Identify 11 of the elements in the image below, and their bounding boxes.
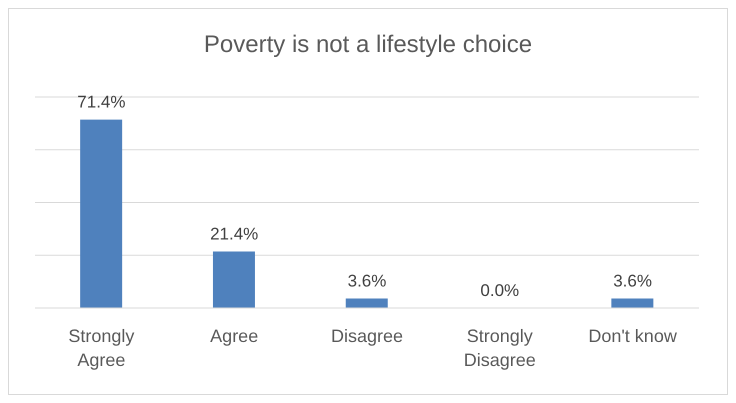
x-tick-label: Agree <box>210 326 258 346</box>
x-tick-label: Strongly Disagree <box>464 326 536 370</box>
x-tick-label: Don't know <box>588 326 678 346</box>
data-label: 21.4% <box>210 224 258 244</box>
x-tick-label: Strongly Agree <box>68 326 134 370</box>
data-label: 0.0% <box>480 281 520 300</box>
data-label: 3.6% <box>613 272 652 291</box>
x-tick-label: Disagree <box>330 326 404 346</box>
data-label: 71.4% <box>77 92 126 112</box>
data-label: 3.6% <box>348 272 386 291</box>
chart-title: Poverty is not a lifestyle choice <box>202 31 534 59</box>
